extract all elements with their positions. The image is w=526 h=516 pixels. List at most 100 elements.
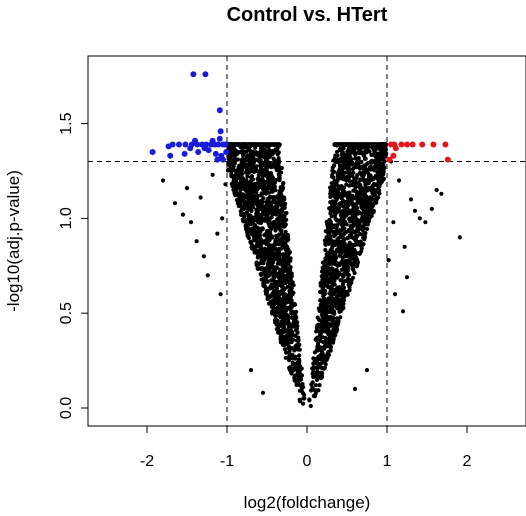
- data-point: [258, 229, 263, 235]
- data-point: [337, 272, 342, 277]
- data-point: [337, 304, 342, 309]
- data-point: [337, 228, 342, 233]
- data-point: [347, 251, 352, 257]
- data-point: [324, 354, 330, 359]
- data-point: [249, 142, 254, 147]
- data-point: [322, 346, 327, 351]
- data-point: [366, 185, 371, 190]
- data-point: [317, 329, 323, 334]
- data-point: [339, 221, 344, 227]
- data-point: [338, 213, 343, 218]
- x-tick-label: 2: [463, 453, 472, 470]
- data-point: [265, 279, 270, 284]
- data-point: [267, 200, 273, 205]
- data-point: [260, 163, 265, 168]
- data-point: [269, 215, 274, 220]
- data-point: [404, 275, 410, 280]
- data-point: [275, 309, 280, 314]
- data-point: [285, 296, 290, 301]
- data-point: [361, 150, 366, 155]
- significant-point: [216, 107, 223, 114]
- data-point: [334, 255, 339, 260]
- data-point: [340, 284, 345, 289]
- data-point: [386, 258, 391, 263]
- significant-point: [216, 135, 223, 142]
- data-point: [336, 235, 341, 241]
- data-point: [264, 291, 269, 296]
- significant-point: [442, 141, 449, 148]
- data-point: [248, 148, 253, 154]
- data-point: [249, 175, 254, 180]
- data-point: [320, 260, 326, 265]
- data-point: [275, 282, 281, 287]
- data-point: [328, 211, 333, 216]
- data-point: [289, 280, 294, 285]
- data-point: [254, 262, 259, 268]
- data-point: [363, 196, 369, 201]
- data-point: [255, 250, 260, 255]
- data-point: [375, 175, 380, 180]
- data-point: [354, 182, 359, 187]
- data-point: [282, 195, 287, 200]
- data-point: [363, 156, 368, 161]
- y-axis: 0.0 0.5 1.0 1.5: [58, 112, 88, 419]
- data-point: [254, 211, 259, 216]
- data-point: [237, 142, 242, 147]
- data-point: [331, 334, 336, 339]
- data-point: [234, 151, 239, 157]
- data-point: [260, 226, 265, 231]
- data-point: [354, 229, 359, 234]
- data-point: [345, 276, 350, 281]
- data-point: [365, 226, 370, 232]
- data-point: [342, 226, 347, 231]
- data-point: [354, 194, 360, 199]
- data-point: [316, 322, 322, 327]
- data-point: [331, 163, 337, 168]
- data-point: [263, 152, 268, 157]
- data-point: [349, 198, 354, 203]
- significant-point: [223, 149, 230, 155]
- data-point: [251, 244, 256, 250]
- data-point: [396, 178, 402, 183]
- data-point: [270, 263, 275, 268]
- data-point: [333, 289, 338, 294]
- data-point: [350, 212, 355, 217]
- data-point: [346, 175, 351, 180]
- data-point: [260, 249, 265, 254]
- data-point: [334, 223, 340, 228]
- data-point: [347, 179, 352, 184]
- data-point: [232, 161, 237, 166]
- data-point: [261, 210, 266, 216]
- data-point: [281, 313, 287, 318]
- not-significant-points: [160, 142, 462, 409]
- data-point: [378, 163, 383, 168]
- x-tick-label: 0: [303, 453, 312, 470]
- data-point: [274, 322, 279, 327]
- data-point: [307, 398, 312, 403]
- data-point: [259, 217, 264, 222]
- significant-point: [404, 141, 410, 148]
- data-point: [332, 194, 338, 199]
- data-point: [355, 205, 360, 211]
- data-point: [259, 272, 264, 277]
- data-point: [288, 305, 293, 310]
- data-point: [282, 217, 287, 222]
- data-point: [326, 327, 331, 332]
- data-point: [248, 239, 253, 244]
- data-point: [370, 197, 375, 202]
- data-point: [336, 190, 341, 195]
- data-point: [320, 370, 325, 375]
- data-point: [293, 333, 298, 338]
- data-point: [194, 239, 199, 244]
- data-point: [275, 217, 280, 222]
- data-point: [328, 345, 333, 350]
- data-point: [367, 149, 372, 154]
- data-point: [338, 142, 343, 147]
- data-point: [269, 174, 274, 179]
- data-point: [288, 294, 294, 299]
- data-point: [231, 167, 236, 172]
- data-point: [275, 257, 280, 262]
- data-point: [273, 188, 278, 193]
- data-point: [372, 193, 377, 198]
- data-point: [285, 275, 290, 281]
